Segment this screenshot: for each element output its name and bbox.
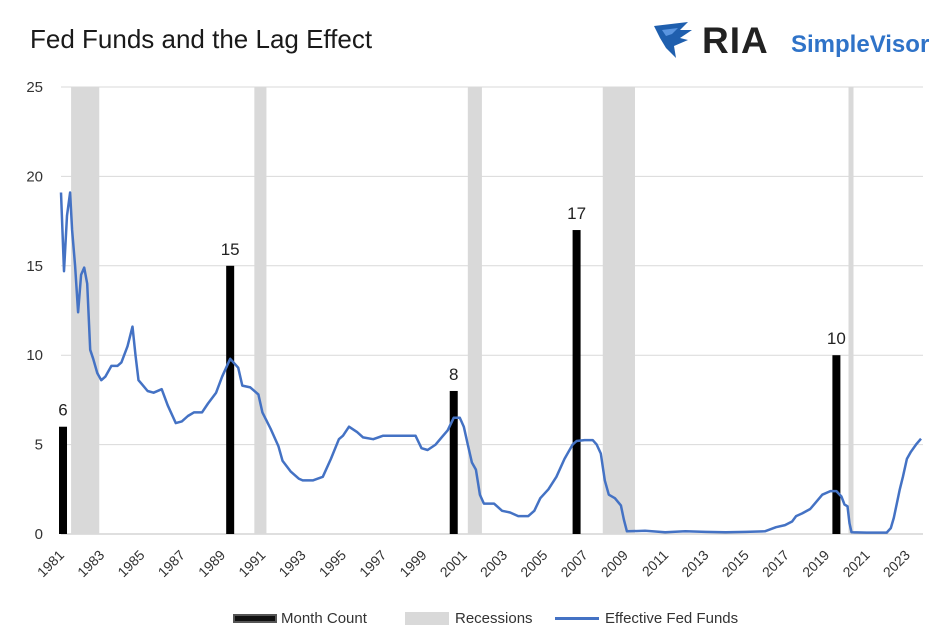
x-tick-label: 2019 (799, 547, 832, 580)
eagle-icon (654, 22, 692, 58)
legend-swatch-line (555, 616, 599, 620)
legend-label-fed-funds: Effective Fed Funds (605, 609, 739, 627)
x-tick-label: 2009 (598, 547, 631, 580)
y-tick-label: 5 (35, 437, 43, 454)
x-tick-label: 2011 (639, 547, 672, 580)
recession-band (254, 87, 267, 534)
y-tick-label: 25 (26, 79, 43, 96)
y-axis-ticks: 0 5 10 15 20 25 (26, 79, 43, 543)
y-tick-label: 20 (26, 168, 43, 185)
month-count-label: 17 (567, 204, 586, 223)
y-tick-label: 0 (35, 526, 43, 543)
legend-label-month-count: Month Count (281, 609, 367, 627)
recession-band (602, 87, 635, 534)
x-tick-label: 2007 (557, 547, 590, 580)
month-count-label: 10 (827, 329, 846, 348)
recession-band (848, 87, 854, 534)
month-count-bar (832, 355, 841, 534)
legend-label-recessions: Recessions (455, 609, 533, 627)
month-count-label: 8 (449, 365, 458, 384)
month-count-bar (226, 265, 235, 534)
x-tick-label: 1995 (316, 547, 349, 580)
x-tick-label: 2015 (719, 547, 752, 580)
month-count-bar (59, 426, 68, 534)
logo-brand-text: RIA (702, 20, 769, 61)
month-count-bar (449, 390, 458, 534)
fed-funds-line-layer (59, 191, 922, 534)
month-count-bar (572, 230, 581, 535)
x-tick-label: 1987 (155, 547, 188, 580)
legend-item-month-count: Month Count (233, 606, 367, 630)
x-tick-label: 2013 (678, 547, 711, 580)
recession-band (467, 87, 482, 534)
fed-funds-chart: 6 15 8 17 10 0 5 10 15 20 25 1981 1983 1985 1987 1989… (26, 79, 923, 580)
y-tick-label: 15 (26, 258, 43, 275)
fed-funds-line (59, 191, 922, 534)
x-tick-label: 2017 (759, 547, 792, 580)
x-axis-ticks: 1981 1983 1985 1987 1989 1991 1993 1995 1997 1999… (34, 547, 913, 580)
legend-swatch-recession (405, 611, 449, 625)
brand-logo: RIA SimpleVisor (650, 18, 932, 66)
x-tick-label: 1989 (195, 547, 228, 580)
x-tick-label: 2023 (880, 547, 913, 580)
month-count-label: 6 (58, 401, 67, 420)
x-tick-label: 1983 (74, 547, 107, 580)
month-count-bars (59, 230, 841, 535)
logo-product-text: SimpleVisor (791, 31, 930, 58)
x-tick-label: 2003 (477, 547, 510, 580)
recession-bands (71, 87, 854, 534)
chart-legend: Month Count Recessions Effective Fed Fun… (0, 606, 934, 630)
month-count-label: 15 (221, 240, 240, 259)
x-tick-label: 2005 (517, 547, 550, 580)
legend-item-fed-funds: Effective Fed Funds (555, 606, 738, 630)
legend-item-recessions: Recessions (405, 606, 533, 630)
chart-title: Fed Funds and the Lag Effect (30, 24, 373, 54)
grid-lines (61, 86, 923, 535)
x-tick-label: 1981 (34, 547, 67, 580)
y-tick-label: 10 (26, 347, 43, 364)
x-tick-label: 1993 (275, 547, 308, 580)
x-tick-label: 1991 (235, 547, 268, 580)
recession-band (71, 87, 100, 534)
x-tick-label: 2021 (839, 547, 872, 580)
x-tick-label: 1997 (356, 547, 389, 580)
x-tick-label: 2001 (437, 547, 470, 580)
x-tick-label: 1985 (114, 547, 147, 580)
x-tick-label: 1999 (396, 547, 429, 580)
data-labels: 6 15 8 17 10 (58, 204, 846, 420)
legend-swatch-bar (233, 613, 277, 623)
